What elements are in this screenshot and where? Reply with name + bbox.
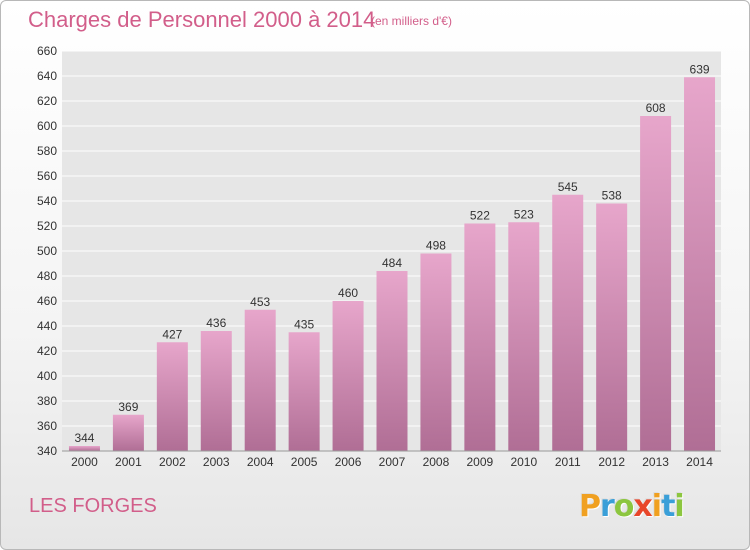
bar-2010 (508, 222, 540, 451)
chart-title: Charges de Personnel 2000 à 2014 (28, 7, 376, 32)
bar-2004 (244, 309, 276, 451)
bars: 344 369 427 436 453 435 460 484 498 522 523 545 538 6… (68, 62, 716, 451)
y-tick-label: 440 (37, 319, 57, 333)
value-label-2012: 538 (602, 189, 622, 203)
value-label-2008: 498 (426, 239, 446, 253)
logo-letter: P (579, 489, 601, 524)
y-tick-label: 560 (37, 169, 57, 183)
x-tick-label-2001: 2001 (115, 455, 142, 469)
x-tick-label-2005: 2005 (291, 455, 318, 469)
value-label-2011: 545 (558, 180, 578, 194)
x-tick-label-2006: 2006 (335, 455, 362, 469)
bar-2005 (288, 332, 320, 451)
x-tick-label-2008: 2008 (423, 455, 450, 469)
y-tick-label: 580 (37, 144, 57, 158)
x-tick-label-2004: 2004 (247, 455, 274, 469)
y-tick-label: 420 (37, 344, 57, 358)
y-tick-label: 540 (37, 194, 57, 208)
logo-letter: x (633, 489, 652, 524)
y-tick-label: 360 (37, 419, 57, 433)
y-tick-label: 600 (37, 119, 57, 133)
y-tick-label: 460 (37, 294, 57, 308)
x-tick-label-2013: 2013 (642, 455, 669, 469)
y-tick-label: 380 (37, 394, 57, 408)
y-tick-label: 520 (37, 219, 57, 233)
logo-letter: i (651, 489, 662, 524)
logo-letter: r (600, 489, 615, 524)
commune-name: LES FORGES (29, 495, 157, 517)
x-tick-label-2011: 2011 (555, 455, 581, 469)
y-axis: 340 360 380 400 420 440 460 480 500 520 540 560 580 6… (37, 44, 57, 458)
value-label-2003: 436 (206, 316, 226, 330)
bar-2002 (156, 342, 188, 451)
bar-2008 (420, 253, 452, 451)
x-tick-label-2003: 2003 (203, 455, 230, 469)
x-tick-label-2012: 2012 (598, 455, 625, 469)
bar-2014 (684, 77, 716, 451)
bar-2013 (640, 116, 672, 451)
value-label-2014: 639 (690, 62, 710, 76)
x-tick-label-2014: 2014 (686, 455, 713, 469)
y-tick-label: 480 (37, 269, 57, 283)
x-tick-label-2010: 2010 (510, 455, 537, 469)
logo-letter: o (613, 489, 635, 524)
chart-subtitle: (en milliers d'€) (371, 14, 452, 28)
value-label-2010: 523 (514, 207, 534, 221)
value-label-2001: 369 (118, 400, 138, 414)
bar-2003 (200, 331, 232, 451)
y-tick-label: 500 (37, 244, 57, 258)
value-label-2000: 344 (74, 431, 94, 445)
x-tick-label-2000: 2000 (71, 455, 98, 469)
bar-2006 (332, 301, 364, 451)
x-tick-label-2002: 2002 (159, 455, 186, 469)
value-label-2013: 608 (646, 101, 666, 115)
x-axis: 2000 2001 2002 2003 2004 2005 2006 2007 2008 2009… (62, 450, 721, 469)
x-tick-label-2007: 2007 (379, 455, 406, 469)
value-label-2004: 453 (250, 295, 270, 309)
value-label-2002: 427 (162, 327, 182, 341)
value-label-2009: 522 (470, 209, 490, 223)
logo-letter: i (674, 489, 684, 524)
y-tick-label: 400 (37, 369, 57, 383)
bar-2009 (464, 223, 496, 451)
y-tick-label: 640 (37, 69, 57, 83)
logo-letter: t (661, 489, 675, 524)
value-label-2006: 460 (338, 286, 358, 300)
bar-2007 (376, 271, 408, 451)
y-tick-label: 340 (37, 444, 57, 458)
proxiti-logo: Proxiti (579, 489, 685, 524)
value-label-2007: 484 (382, 256, 402, 270)
bar-2011 (552, 194, 584, 451)
y-tick-label: 660 (37, 44, 57, 58)
y-tick-label: 620 (37, 94, 57, 108)
bar-2000 (68, 446, 100, 451)
value-label-2005: 435 (294, 317, 314, 331)
bar-2001 (112, 414, 144, 451)
bar-2012 (596, 203, 628, 451)
x-tick-label-2009: 2009 (467, 455, 494, 469)
